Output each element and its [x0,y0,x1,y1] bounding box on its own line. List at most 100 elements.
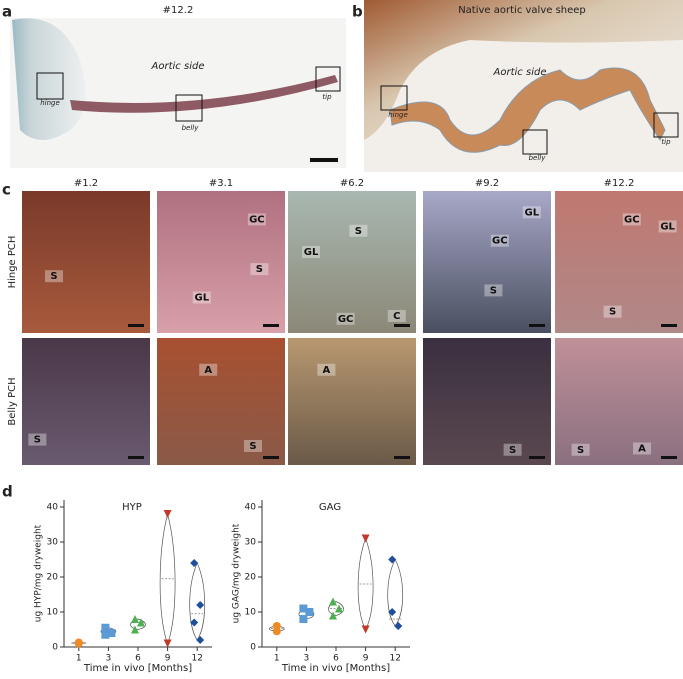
tile-label: GC [492,236,508,247]
y-tick-label: 30 [245,538,257,548]
data-point [131,625,139,634]
micrograph-tile [157,191,285,333]
micrograph-tile [157,338,285,465]
tile-label: S [609,307,616,318]
data-point [272,622,281,630]
column-title: #9.2 [475,178,499,189]
label-bg [633,442,652,455]
data-point [388,555,397,564]
micrograph-tile [22,338,150,465]
y-axis-label: ug GAG/mg dryweight [232,523,242,623]
scale-bar [529,324,545,327]
column-title: #6.2 [340,178,364,189]
roi-box [380,85,408,111]
region-label: hinge [40,99,60,107]
column-title: #12.2 [604,178,635,189]
data-point [190,618,199,627]
chart-title: GAG [319,502,341,513]
column-title: #1.2 [74,178,98,189]
y-axis-label: ug HYP/mg dryweight [34,524,44,622]
scale-bar [128,324,144,327]
data-point [190,559,199,567]
data-point [305,608,314,616]
scale-bar [661,324,677,327]
region-label: hinge [388,111,408,119]
y-tick-label: 30 [47,538,59,548]
data-point [74,638,83,647]
label-bg [336,312,355,325]
label-bg [45,270,63,283]
tile-label: S [355,226,362,237]
tile-label: S [34,435,41,446]
micrograph-tile [288,191,416,333]
data-point [388,608,397,616]
tile-label: A [638,443,646,454]
label-bg [503,443,522,456]
scale-bar [661,456,677,459]
data-point [394,622,403,630]
label-bg [658,220,677,233]
data-point [107,629,116,637]
label-bg [387,309,406,322]
scale-bar [394,324,410,327]
panel-letter: c [2,181,11,199]
panel-letter: b [352,3,363,21]
label-bg [317,363,336,376]
x-tick-label: 1 [76,654,82,664]
scale-bar [394,456,410,459]
label-bg [199,363,218,376]
tile-label: C [393,311,400,322]
tile-label: A [323,365,331,376]
tile-label: GC [624,214,640,225]
roi-box [653,112,679,138]
panel-title: #12.2 [163,5,194,16]
scale-bar [128,456,144,459]
panel-title: Native aortic valve sheep [458,5,586,16]
micrograph-tile [555,191,683,333]
label-bg [603,305,622,318]
label-bg [484,284,503,297]
data-point [361,534,370,543]
data-point [101,623,110,632]
tissue [70,75,338,113]
row-title: Belly PCH [7,377,18,425]
data-point [163,639,172,648]
y-tick-label: 10 [245,608,257,618]
data-point [329,597,337,606]
violin [189,562,206,641]
tile-label: GL [525,207,540,218]
roi-box [36,72,64,100]
roi-box [315,66,341,92]
data-point [163,510,172,518]
data-point [335,604,343,613]
x-tick-label: 6 [333,654,339,664]
micrograph-tile [288,338,416,465]
micrograph-tile [555,338,683,465]
label-bg [192,291,211,304]
roi-box [522,129,548,155]
data-point [196,601,205,609]
x-tick-label: 3 [106,654,112,664]
violin [328,601,344,616]
row-title: Hinge PCH [7,236,18,289]
scale-bar [263,324,279,327]
tile-label: GL [195,293,210,304]
tile-label: GL [660,222,675,233]
label-bg [522,206,541,219]
y-tick-label: 40 [47,503,59,513]
scale-bar [529,456,545,459]
tile-label: S [577,445,584,456]
label-bg [244,439,262,452]
label-bg [490,234,509,247]
tile-label: S [249,441,256,452]
tile-label: GC [249,214,265,225]
label-bg [349,224,368,237]
x-axis-label: Time in vivo [Months] [83,663,192,674]
micrograph-tile [423,191,551,333]
data-point [299,604,308,613]
x-tick-label: 12 [389,654,400,664]
label-bg [250,263,269,276]
label-bg [622,213,641,226]
side-label: Aortic side [151,61,205,72]
